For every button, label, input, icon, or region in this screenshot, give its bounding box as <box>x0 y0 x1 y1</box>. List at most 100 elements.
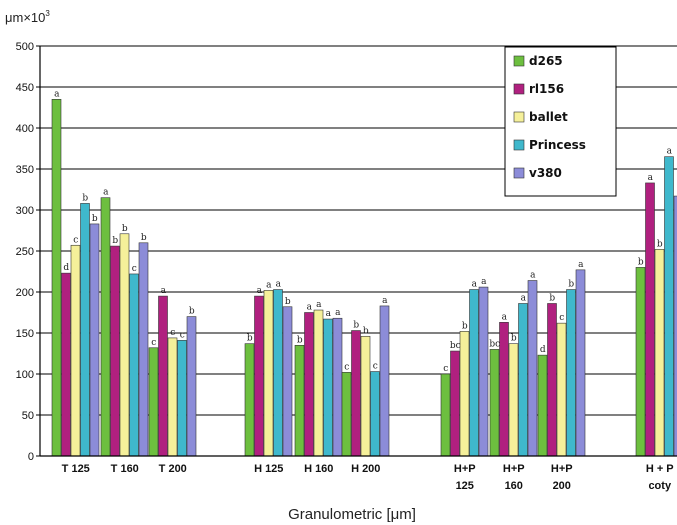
bar-Princess-7 <box>519 303 528 456</box>
y-tick-label-450: 450 <box>16 82 34 94</box>
data-label-ballet-1: b <box>122 224 128 234</box>
data-label-d265-4: b <box>297 335 303 345</box>
y-tick-label-100: 100 <box>16 369 34 381</box>
y-tick-label-350: 350 <box>16 164 34 176</box>
bar-rl156-2 <box>159 296 168 456</box>
bar-d265-4 <box>295 345 304 456</box>
data-label-d265-6: c <box>443 364 448 374</box>
data-label-v380-6: a <box>481 277 487 287</box>
data-label-rl156-4: a <box>307 303 313 313</box>
y-tick-label-200: 200 <box>16 287 34 299</box>
bar-Princess-9 <box>665 157 674 456</box>
bar-rl156-5 <box>352 331 361 456</box>
data-label-v380-8: a <box>578 260 584 270</box>
x-category-label-5-0: H 200 <box>351 463 380 475</box>
legend-swatch-ballet <box>514 112 524 122</box>
y-tick-label-400: 400 <box>16 123 34 135</box>
bar-rl156-8 <box>548 303 557 456</box>
data-label-rl156-2: a <box>161 286 167 296</box>
bar-Princess-4 <box>324 319 333 456</box>
bar-d265-7 <box>490 349 499 456</box>
bar-d265-3 <box>245 344 254 456</box>
bar-ballet-9 <box>655 249 664 456</box>
data-label-Princess-6: a <box>472 280 478 290</box>
bar-rl156-1 <box>111 246 120 456</box>
data-label-v380-2: b <box>189 307 195 317</box>
bar-Princess-2 <box>178 340 187 456</box>
x-axis-category-labels: T 125 T 160 T 200 H 125 H 160 H 200 H+P125H+P1… <box>62 463 674 492</box>
data-label-ballet-8: c <box>559 313 564 323</box>
legend-label-rl156: rl156 <box>529 82 564 96</box>
data-label-Princess-7: a <box>521 293 527 303</box>
data-label-Princess-4: a <box>326 309 332 319</box>
y-unit-label: μm×103 <box>5 9 50 25</box>
legend-label-Princess: Princess <box>529 138 586 152</box>
bar-rl156-7 <box>500 322 509 456</box>
bar-ballet-5 <box>361 336 370 456</box>
bar-v380-6 <box>479 287 488 456</box>
data-label-rl156-8: b <box>549 293 555 303</box>
bar-ballet-8 <box>557 323 566 456</box>
data-label-d265-0: a <box>54 89 60 99</box>
data-label-rl156-7: a <box>502 312 508 322</box>
data-label-ballet-9: b <box>657 239 663 249</box>
data-label-Princess-5: c <box>373 362 378 372</box>
bar-Princess-3 <box>274 290 283 456</box>
x-category-label-2-0: T 200 <box>159 463 187 475</box>
data-label-rl156-9: a <box>648 173 654 183</box>
data-label-d265-9: b <box>638 257 644 267</box>
bar-Princess-6 <box>470 290 479 456</box>
data-label-rl156-5: b <box>353 321 359 331</box>
bar-d265-6 <box>441 374 450 456</box>
data-label-v380-3: b <box>285 297 291 307</box>
bar-d265-0 <box>52 99 61 456</box>
bar-d265-9 <box>636 267 645 456</box>
bar-v380-8 <box>576 270 585 456</box>
bar-ballet-2 <box>168 338 177 456</box>
data-label-Princess-2: c <box>180 330 185 340</box>
bar-v380-7 <box>528 281 537 456</box>
y-tick-label-500: 500 <box>16 41 34 53</box>
x-category-label-0-0: T 125 <box>62 463 90 475</box>
x-category-label-6-0: H+P <box>454 463 476 475</box>
data-label-v380-7: a <box>530 271 536 281</box>
bar-v380-0 <box>90 224 99 456</box>
data-label-ballet-5: b <box>363 326 369 336</box>
legend-label-v380: v380 <box>529 166 562 180</box>
bar-v380-3 <box>283 307 292 456</box>
data-label-ballet-3: a <box>266 280 272 290</box>
data-label-d265-5: c <box>344 362 349 372</box>
bar-ballet-7 <box>509 344 518 456</box>
bar-Princess-1 <box>130 274 139 456</box>
data-label-d265-2: c <box>151 338 156 348</box>
x-category-label-4-0: H 160 <box>304 463 333 475</box>
bar-ballet-4 <box>314 310 323 456</box>
data-label-Princess-9: a <box>667 147 673 157</box>
legend-label-d265: d265 <box>529 54 563 68</box>
data-label-ballet-6: b <box>462 321 468 331</box>
data-label-ballet-4: a <box>316 300 322 310</box>
legend-swatch-Princess <box>514 140 524 150</box>
bar-ballet-3 <box>264 290 273 456</box>
x-category-label-8-1: 200 <box>553 480 571 492</box>
legend-swatch-rl156 <box>514 84 524 94</box>
data-label-ballet-2: c <box>170 328 175 338</box>
data-label-v380-4: a <box>335 308 341 318</box>
x-category-label-9-1: coty <box>648 480 672 492</box>
y-tick-label-150: 150 <box>16 328 34 340</box>
bar-d265-8 <box>538 355 547 456</box>
data-label-Princess-8: b <box>568 280 574 290</box>
x-category-label-8-0: H+P <box>551 463 573 475</box>
data-label-d265-7: bc <box>489 339 500 349</box>
bar-v380-4 <box>333 318 342 456</box>
bar-v380-2 <box>187 317 196 456</box>
legend-label-ballet: ballet <box>529 110 568 124</box>
legend-swatch-v380 <box>514 168 524 178</box>
data-label-v380-5: a <box>382 296 388 306</box>
bar-d265-5 <box>342 372 351 456</box>
y-tick-label-250: 250 <box>16 246 34 258</box>
data-label-v380-0: b <box>92 214 98 224</box>
bar-rl156-4 <box>305 313 314 457</box>
x-category-label-7-1: 160 <box>505 480 523 492</box>
